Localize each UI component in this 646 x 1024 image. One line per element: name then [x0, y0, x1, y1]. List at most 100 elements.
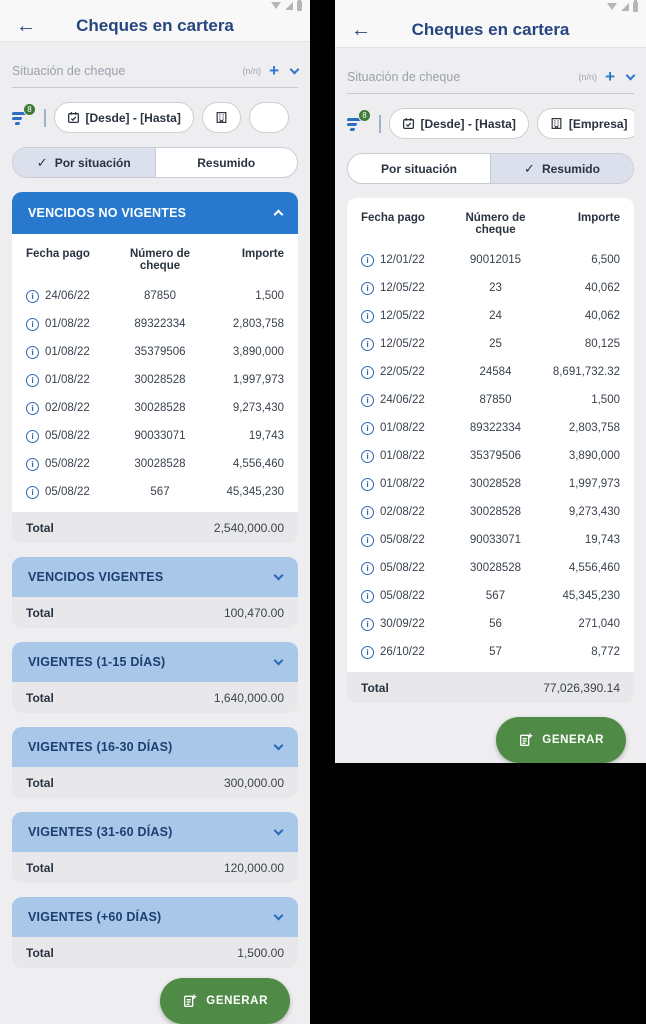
filter-icon[interactable]: 8 [11, 102, 36, 129]
importe-value: 1,500 [591, 394, 620, 406]
tab-resumido[interactable]: Resumido [154, 148, 298, 177]
info-icon[interactable]: i [26, 289, 39, 303]
accordion-header[interactable]: VIGENTES (31-60 DÍAS) [12, 812, 298, 852]
add-icon[interactable]: + [269, 61, 279, 80]
importe-value: 6,500 [591, 254, 620, 266]
page-title: Cheques en cartera [76, 16, 234, 36]
filter-icon[interactable]: 8 [346, 108, 371, 135]
info-icon[interactable]: i [361, 281, 374, 295]
fecha-pago-value: 01/08/22 [380, 450, 425, 462]
importe-value: 19,743 [584, 534, 620, 546]
info-icon[interactable]: i [361, 561, 374, 575]
wifi-icon [271, 2, 281, 10]
table-row[interactable]: i 22/05/22 24584 8,691,732.32 [347, 358, 634, 386]
company-chip[interactable] [201, 102, 241, 133]
overflow-chip[interactable] [248, 102, 289, 133]
generate-document-icon [520, 733, 533, 746]
table-row[interactable]: i 02/08/22 30028528 9,273,430 [347, 498, 634, 526]
table-row[interactable]: i 30/09/22 56 271,040 [347, 610, 634, 638]
fecha-pago-value: 05/08/22 [380, 534, 425, 546]
info-icon[interactable]: i [361, 393, 374, 407]
table-row[interactable]: i 12/05/22 25 80,125 [347, 330, 634, 358]
table-row[interactable]: i 01/08/22 35379506 3,890,000 [347, 442, 634, 470]
situacion-select[interactable]: Situación de cheque (n/n) + [12, 61, 300, 88]
generar-button[interactable]: GENERAR [496, 717, 626, 763]
table-row[interactable]: i 01/08/22 89322334 2,803,758 [12, 310, 298, 338]
info-icon[interactable]: i [361, 477, 374, 491]
info-icon[interactable]: i [361, 505, 374, 519]
info-icon[interactable]: i [26, 485, 39, 499]
info-icon[interactable]: i [26, 317, 39, 331]
info-icon[interactable]: i [26, 345, 39, 359]
situacion-select[interactable]: Situación de cheque (n/n) + [347, 67, 636, 94]
table-row[interactable]: i 12/05/22 23 40,062 [347, 274, 634, 302]
importe-value: 40,062 [584, 282, 620, 294]
importe-value: 2,803,758 [232, 318, 284, 330]
info-icon[interactable]: i [361, 617, 374, 631]
table-row[interactable]: i 05/08/22 30028528 4,556,460 [12, 450, 298, 478]
section-vigentes-60-plus: VIGENTES (+60 DÍAS) Total 1,500.00 [12, 897, 298, 968]
section-vencidos-vigentes: VENCIDOS VIGENTES Total 100,470.00 [12, 557, 298, 628]
table-row[interactable]: i 12/05/22 24 40,062 [347, 302, 634, 330]
info-icon[interactable]: i [361, 449, 374, 463]
numero-cheque-value: 90033071 [134, 430, 186, 442]
table-row[interactable]: i 05/08/22 90033071 19,743 [12, 422, 298, 450]
info-icon[interactable]: i [361, 365, 374, 379]
fecha-pago-value: 05/08/22 [45, 430, 90, 442]
table-row[interactable]: i 24/06/22 87850 1,500 [12, 282, 298, 310]
accordion-header[interactable]: VIGENTES (16-30 DÍAS) [12, 727, 298, 767]
chevron-down-icon[interactable] [625, 70, 636, 80]
info-icon[interactable]: i [26, 429, 39, 443]
building-icon [216, 112, 227, 123]
accordion-header[interactable]: VENCIDOS VIGENTES [12, 557, 298, 597]
date-range-chip[interactable]: [Desde] - [Hasta] [388, 108, 529, 139]
company-chip[interactable]: [Empresa] [536, 108, 634, 139]
fecha-pago-value: 12/05/22 [380, 310, 425, 322]
back-button[interactable]: ← [16, 15, 36, 38]
table-row[interactable]: i 05/08/22 90033071 19,743 [347, 526, 634, 554]
add-icon[interactable]: + [605, 67, 615, 86]
generar-button[interactable]: GENERAR [160, 978, 290, 1024]
situacion-counter: (n/n) [242, 65, 262, 76]
info-icon[interactable]: i [361, 533, 374, 547]
back-button[interactable]: ← [351, 19, 371, 41]
table-row[interactable]: i 26/10/22 57 8,772 [347, 638, 634, 666]
info-icon[interactable]: i [361, 253, 374, 267]
importe-value: 1,500 [255, 290, 284, 302]
accordion-header[interactable]: VIGENTES (+60 DÍAS) [12, 897, 298, 937]
info-icon[interactable]: i [26, 373, 39, 387]
accordion-header[interactable]: VIGENTES (1-15 DÍAS) [12, 642, 298, 682]
info-icon[interactable]: i [361, 645, 374, 659]
table-row[interactable]: i 01/08/22 30028528 1,997,973 [347, 470, 634, 498]
info-icon[interactable]: i [361, 589, 374, 603]
info-icon[interactable]: i [361, 421, 374, 435]
date-range-chip[interactable]: [Desde] - [Hasta] [53, 102, 194, 133]
table-row[interactable]: i 02/08/22 30028528 9,273,430 [12, 394, 298, 422]
numero-cheque-value: 90033071 [469, 534, 522, 546]
importe-value: 45,345,230 [226, 486, 284, 498]
tab-por-situacion[interactable]: Por situación [380, 161, 457, 176]
importe-value: 1,997,973 [568, 478, 620, 490]
table-row[interactable]: i 05/08/22 567 45,345,230 [12, 478, 298, 506]
filter-count-badge: 8 [358, 108, 371, 122]
table-row[interactable]: i 01/08/22 30028528 1,997,973 [12, 366, 298, 394]
chevron-down-icon[interactable] [289, 64, 300, 74]
info-icon[interactable]: i [26, 401, 39, 415]
fecha-pago-value: 05/08/22 [45, 486, 90, 498]
accordion-header[interactable]: VENCIDOS NO VIGENTES [12, 192, 298, 234]
info-icon[interactable]: i [361, 337, 374, 351]
table-row[interactable]: i 01/08/22 89322334 2,803,758 [347, 414, 634, 442]
tab-resumido[interactable]: ✓ Resumido [490, 154, 633, 183]
info-icon[interactable]: i [26, 457, 39, 471]
info-icon[interactable]: i [361, 309, 374, 323]
table-row[interactable]: i 05/08/22 30028528 4,556,460 [347, 554, 634, 582]
table-row[interactable]: i 12/01/22 90012015 6,500 [347, 246, 634, 274]
tab-por-situacion[interactable]: ✓ Por situación [13, 148, 155, 177]
numero-cheque-value: 35379506 [469, 450, 522, 462]
table-row[interactable]: i 24/06/22 87850 1,500 [347, 386, 634, 414]
fecha-pago-value: 01/08/22 [45, 374, 90, 386]
table-row[interactable]: i 01/08/22 35379506 3,890,000 [12, 338, 298, 366]
table-row[interactable]: i 05/08/22 567 45,345,230 [347, 582, 634, 610]
importe-value: 19,743 [248, 430, 284, 442]
status-bar [335, 0, 646, 14]
